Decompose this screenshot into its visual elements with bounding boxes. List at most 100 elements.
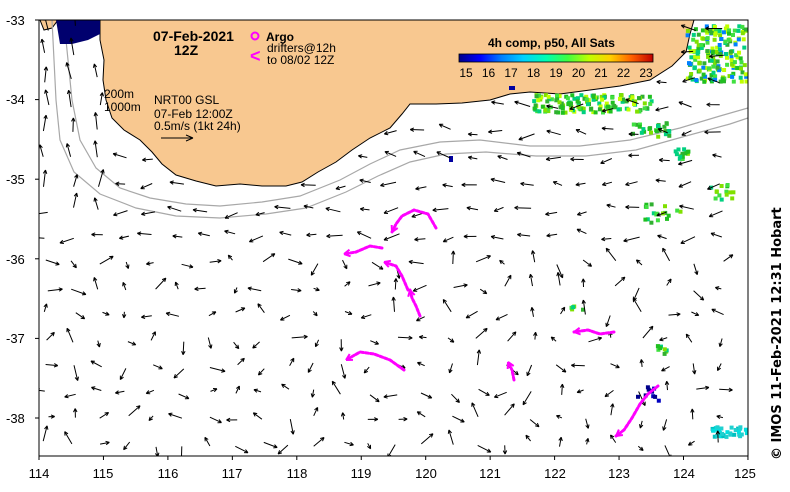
current-arrow [383,207,399,214]
current-arrow [74,20,76,26]
sst-pixel [743,27,748,32]
sst-pixel [619,93,624,98]
sst-pixel [689,72,694,76]
current-arrow [39,144,44,157]
sst-pixel [715,59,720,64]
current-arrow [274,204,291,210]
current-arrow [42,425,49,442]
sst-pixel [724,192,729,197]
sst-pixel [665,216,669,221]
sst-pixel [690,77,695,82]
current-arrow [39,388,45,393]
current-arrow [181,341,186,356]
sst-pixel [711,428,716,433]
current-arrow [514,100,531,107]
sst-pixel [572,96,577,101]
current-arrow [173,368,185,379]
current-arrow [208,311,217,317]
sst-pixel [645,217,650,222]
sst-pixel [637,96,641,101]
sst-pixel [680,151,685,156]
plot-frame [38,19,749,457]
current-arrow [664,445,672,456]
current-arrow [545,211,558,216]
current-arrow [576,228,587,235]
current-arrow [141,211,156,216]
sst-pixel [621,97,626,102]
current-arrow [448,363,453,374]
sst-pixel [642,129,647,134]
sst-pixel [682,147,687,152]
sst-pixel [726,37,731,42]
sst-pixel [717,68,722,73]
current-arrow [125,261,130,269]
sst-pixel [610,95,615,100]
current-arrow [601,126,614,131]
current-arrow [585,437,590,445]
sst-pixel [712,61,717,66]
sst-pixel [717,43,722,47]
contour-1000m [51,20,748,219]
current-arrow [420,433,434,445]
sst-pixel [563,110,568,115]
sst-pixel [733,42,738,47]
current-arrow [436,151,451,159]
current-arrow [679,204,694,210]
current-arrow [344,441,354,447]
current-arrow [677,159,693,166]
current-arrow [528,273,534,287]
current-arrow [420,392,433,399]
current-arrow [235,307,246,313]
current-arrow [585,418,590,429]
current-arrow [516,151,531,158]
sst-pixel [711,64,716,69]
sst-pixel [715,425,720,430]
current-arrow [255,211,265,217]
current-arrow [555,364,567,373]
sst-pixel [649,99,654,104]
current-arrow [312,311,318,317]
current-arrow [227,254,233,261]
sst-pixel [631,122,636,127]
current-arrow [614,276,626,287]
current-arrow [146,261,154,266]
sst-pixel [740,70,745,75]
current-arrow [325,206,341,213]
imos-credit: © IMOS 11-Feb-2021 12:31 Hobart [770,207,785,460]
current-arrow [289,419,295,435]
sst-pixel [555,93,559,98]
sst-pixel [589,106,594,111]
sst-pixel [678,154,683,159]
current-arrow [710,232,722,238]
current-arrow [416,411,426,418]
current-arrow [438,123,451,130]
current-arrow [415,186,427,191]
current-arrow [417,361,425,367]
current-arrow [235,445,249,454]
sst-pixel [664,129,669,134]
current-arrow [99,412,110,419]
current-arrow [92,63,98,78]
current-arrow [664,380,670,391]
sst-pixel [723,39,728,44]
current-arrow [600,158,613,164]
current-arrow [625,181,638,187]
sst-pixel [600,97,605,102]
sst-pixel [712,37,717,42]
current-arrow [479,288,488,295]
sst-pixel [687,45,692,50]
current-arrow [530,307,535,317]
current-arrow [502,445,508,455]
sst-pixel [725,430,730,435]
sst-pixel [711,55,716,60]
sst-pixel [648,101,653,106]
sst-pixel [608,109,613,114]
current-arrow [556,264,564,279]
current-arrow [127,341,137,346]
current-arrow [576,389,584,394]
drifter-track [614,384,660,438]
current-arrow [43,20,49,31]
current-arrow [696,385,710,391]
current-arrow [546,233,558,238]
current-arrow [690,408,695,420]
